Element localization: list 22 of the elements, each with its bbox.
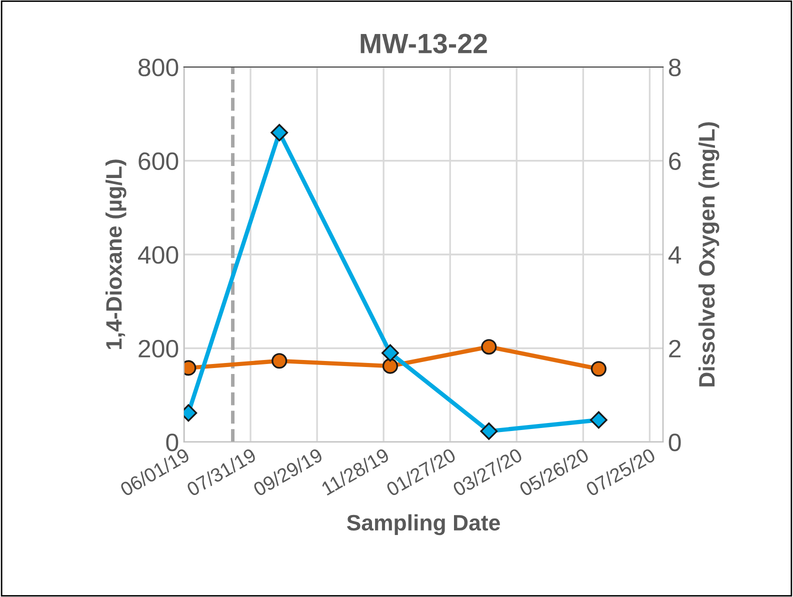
y2-tick-label: 4: [668, 246, 682, 264]
point: [481, 339, 497, 355]
point: [590, 361, 606, 377]
y2-tick-label: 6: [669, 152, 681, 170]
y2-tick-label: 8: [668, 58, 681, 76]
x-axis-title: Sampling Date: [346, 514, 500, 536]
point: [270, 124, 288, 142]
point: [590, 411, 608, 429]
y-tick-label: 400: [138, 246, 178, 264]
y2-tick-label: 2: [669, 340, 681, 358]
y-tick-label: 200: [138, 340, 178, 358]
chart-title: MW-13-22: [360, 34, 487, 54]
point: [480, 422, 498, 440]
point: [382, 358, 398, 374]
point: [382, 344, 399, 362]
y-tick-label: 600: [138, 152, 178, 170]
y2-tick-label: 0: [668, 434, 681, 452]
y-tick-label: 800: [138, 58, 178, 76]
y-axis-title: 1,4-Dioxane (µg/L): [106, 160, 126, 350]
y-tick-label: 0: [166, 434, 178, 452]
point: [272, 353, 288, 369]
y2-axis-title: Dissolved Oxygen (mg/L): [698, 122, 720, 386]
